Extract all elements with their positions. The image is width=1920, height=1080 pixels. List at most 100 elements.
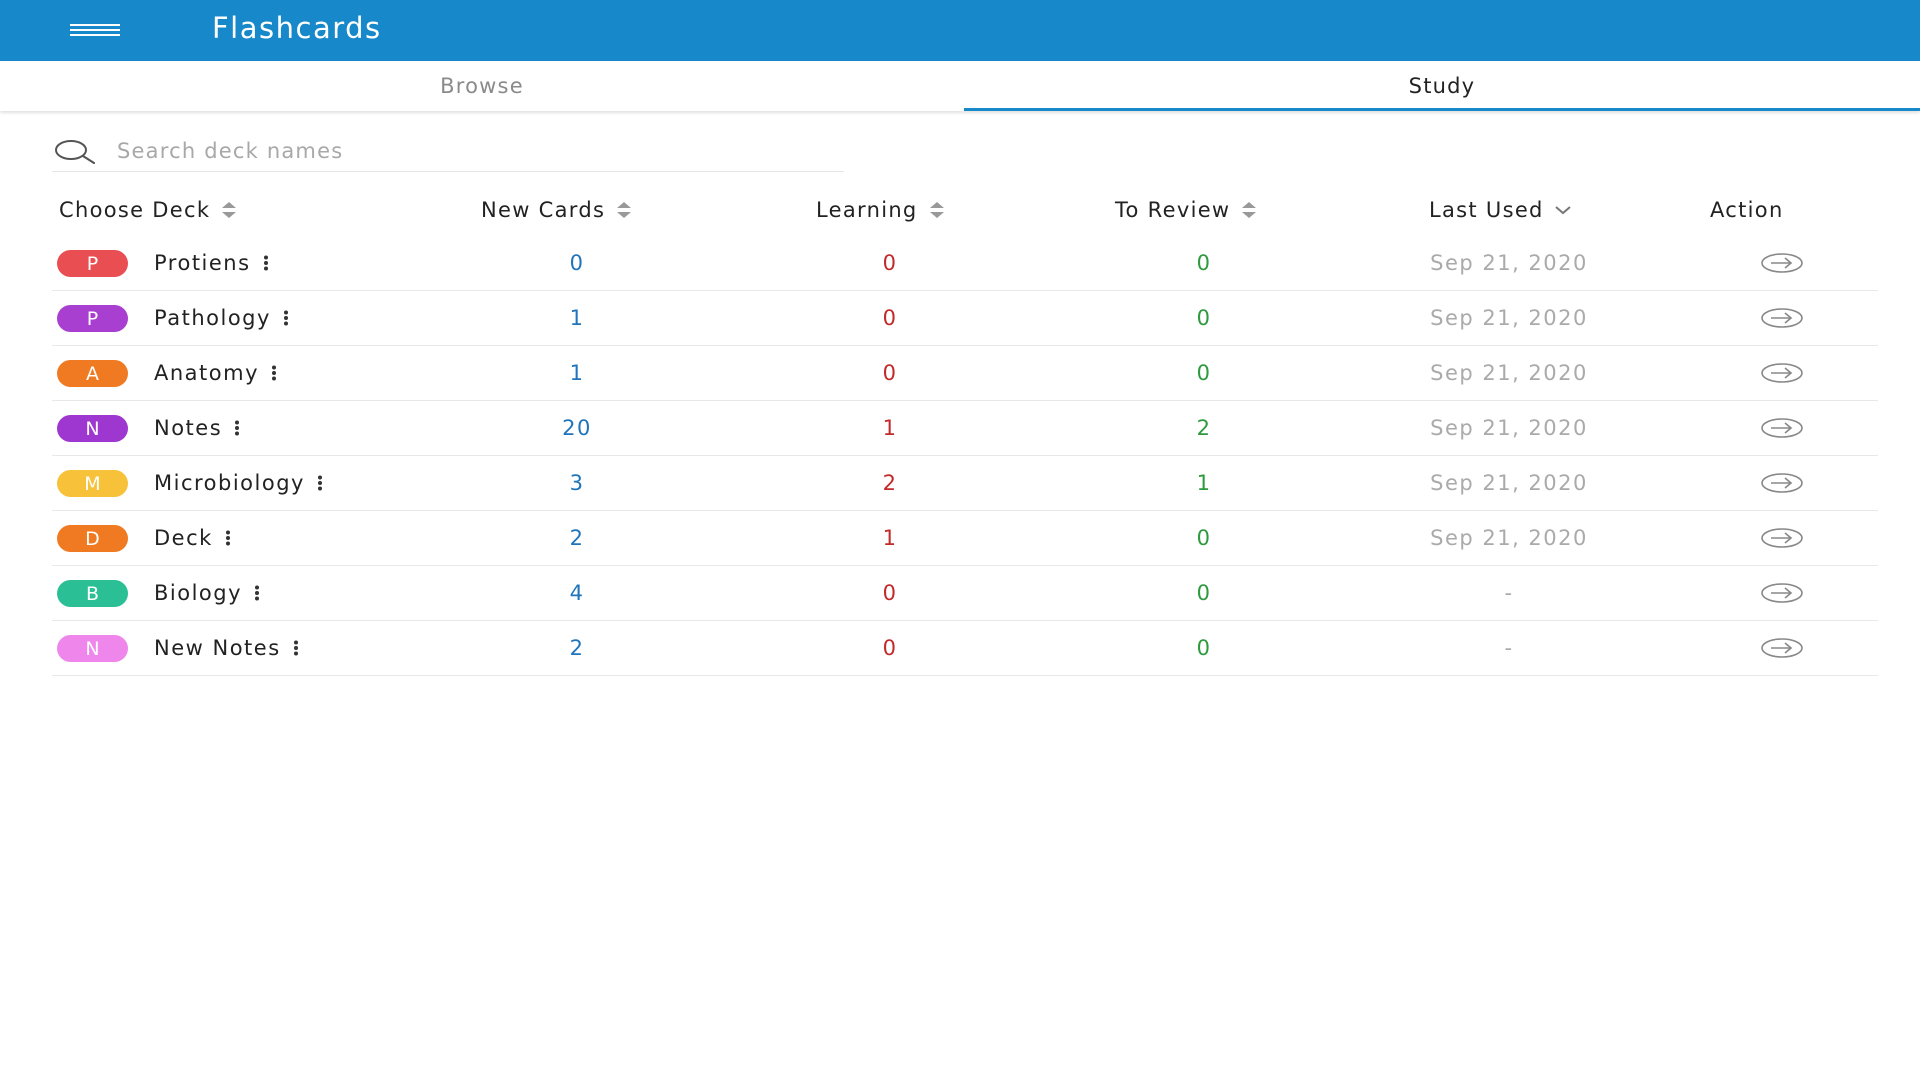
arrow-circle-right-icon xyxy=(1761,418,1803,438)
more-vertical-icon[interactable] xyxy=(283,310,289,326)
arrow-circle-right-icon xyxy=(1761,583,1803,603)
deck-name-label: Biology xyxy=(154,581,243,605)
arrow-circle-right-icon xyxy=(1761,528,1803,548)
active-tab-indicator xyxy=(964,108,1920,111)
deck-avatar: P xyxy=(57,305,128,332)
more-vertical-icon[interactable] xyxy=(254,585,260,601)
to-review-count: 0 xyxy=(1196,306,1212,330)
new-cards-count: 0 xyxy=(569,251,585,275)
tab-browse[interactable]: Browse xyxy=(440,74,524,98)
more-vertical-icon[interactable] xyxy=(225,530,231,546)
sort-icon xyxy=(929,202,944,218)
deck-avatar: B xyxy=(57,580,128,607)
deck-avatar-letter: D xyxy=(85,527,100,550)
arrow-circle-right-icon xyxy=(1761,253,1803,273)
to-review-count: 0 xyxy=(1196,361,1212,385)
last-used-date: Sep 21, 2020 xyxy=(1430,306,1588,330)
table-row: D Deck 2 1 0 Sep 21, 2020 xyxy=(52,511,1878,566)
deck-name-label: Deck xyxy=(154,526,213,550)
deck-name[interactable]: Notes xyxy=(154,401,240,455)
sort-icon xyxy=(1242,202,1257,218)
study-deck-button[interactable] xyxy=(1742,566,1822,620)
study-deck-button[interactable] xyxy=(1742,346,1822,400)
arrow-circle-right-icon xyxy=(1761,308,1803,328)
study-deck-button[interactable] xyxy=(1742,456,1822,510)
deck-name[interactable]: Deck xyxy=(154,511,231,565)
last-used-date: Sep 21, 2020 xyxy=(1430,526,1588,550)
to-review-count: 2 xyxy=(1196,416,1212,440)
column-header-new-cards[interactable]: New Cards xyxy=(481,198,633,222)
more-vertical-icon[interactable] xyxy=(271,365,277,381)
more-vertical-icon[interactable] xyxy=(293,640,299,656)
new-cards-count: 3 xyxy=(569,471,585,495)
deck-avatar: N xyxy=(57,635,128,662)
more-vertical-icon[interactable] xyxy=(234,420,240,436)
column-header-learning[interactable]: Learning xyxy=(816,198,946,222)
deck-avatar-letter: A xyxy=(86,362,99,385)
last-used-date: Sep 21, 2020 xyxy=(1430,471,1588,495)
study-deck-button[interactable] xyxy=(1742,291,1822,345)
deck-avatar: P xyxy=(57,250,128,277)
app-bar: Flashcards xyxy=(0,0,1920,61)
learning-count: 0 xyxy=(882,636,898,660)
study-deck-button[interactable] xyxy=(1742,236,1822,290)
search-bar xyxy=(52,132,844,172)
search-icon xyxy=(55,140,96,165)
deck-avatar-letter: P xyxy=(86,252,99,275)
table-row: N New Notes 2 0 0 - xyxy=(52,621,1878,676)
deck-table: Choose Deck New Cards Learning To Review… xyxy=(52,190,1878,676)
table-row: P Protiens 0 0 0 Sep 21, 2020 xyxy=(52,236,1878,291)
last-used-date: Sep 21, 2020 xyxy=(1430,416,1588,440)
more-vertical-icon[interactable] xyxy=(317,475,323,491)
table-row: B Biology 4 0 0 - xyxy=(52,566,1878,621)
search-input[interactable] xyxy=(117,132,837,170)
more-vertical-icon[interactable] xyxy=(263,255,269,271)
deck-name[interactable]: Pathology xyxy=(154,291,289,345)
last-used-date: Sep 21, 2020 xyxy=(1430,251,1588,275)
deck-avatar-letter: N xyxy=(85,637,100,660)
learning-count: 1 xyxy=(882,416,898,440)
hamburger-menu-icon[interactable] xyxy=(70,19,120,41)
deck-name-label: Microbiology xyxy=(154,471,305,495)
new-cards-count: 2 xyxy=(569,526,585,550)
deck-avatar-letter: M xyxy=(84,472,101,495)
arrow-circle-right-icon xyxy=(1761,638,1803,658)
sort-icon xyxy=(222,202,237,218)
column-header-deck[interactable]: Choose Deck xyxy=(59,198,238,222)
column-header-action: Action xyxy=(1710,198,1784,222)
deck-name-label: Anatomy xyxy=(154,361,260,385)
deck-name[interactable]: New Notes xyxy=(154,621,299,675)
deck-name-label: Pathology xyxy=(154,306,271,330)
deck-avatar-letter: B xyxy=(85,582,100,605)
tab-study[interactable]: Study xyxy=(1408,74,1476,98)
new-cards-count: 1 xyxy=(569,306,585,330)
deck-name[interactable]: Anatomy xyxy=(154,346,277,400)
column-label: Learning xyxy=(816,198,918,222)
to-review-count: 0 xyxy=(1196,581,1212,605)
new-cards-count: 20 xyxy=(562,416,592,440)
study-deck-button[interactable] xyxy=(1742,401,1822,455)
column-header-last-used[interactable]: Last Used xyxy=(1429,198,1572,222)
study-deck-button[interactable] xyxy=(1742,621,1822,675)
deck-avatar: N xyxy=(57,415,128,442)
deck-name[interactable]: Microbiology xyxy=(154,456,323,510)
deck-name[interactable]: Protiens xyxy=(154,236,269,290)
table-row: A Anatomy 1 0 0 Sep 21, 2020 xyxy=(52,346,1878,401)
deck-name[interactable]: Biology xyxy=(154,566,260,620)
deck-avatar: D xyxy=(57,525,128,552)
table-row: P Pathology 1 0 0 Sep 21, 2020 xyxy=(52,291,1878,346)
column-label: Last Used xyxy=(1429,198,1544,222)
new-cards-count: 2 xyxy=(569,636,585,660)
learning-count: 0 xyxy=(882,306,898,330)
to-review-count: 0 xyxy=(1196,526,1212,550)
learning-count: 1 xyxy=(882,526,898,550)
table-body: P Protiens 0 0 0 Sep 21, 2020 P Patholog… xyxy=(52,236,1878,676)
learning-count: 0 xyxy=(882,361,898,385)
new-cards-count: 1 xyxy=(569,361,585,385)
study-deck-button[interactable] xyxy=(1742,511,1822,565)
tab-bar: Browse Study xyxy=(0,61,1920,111)
column-label: To Review xyxy=(1115,198,1231,222)
deck-name-label: Protiens xyxy=(154,251,251,275)
column-header-to-review[interactable]: To Review xyxy=(1115,198,1258,222)
column-label: Choose Deck xyxy=(59,198,211,222)
